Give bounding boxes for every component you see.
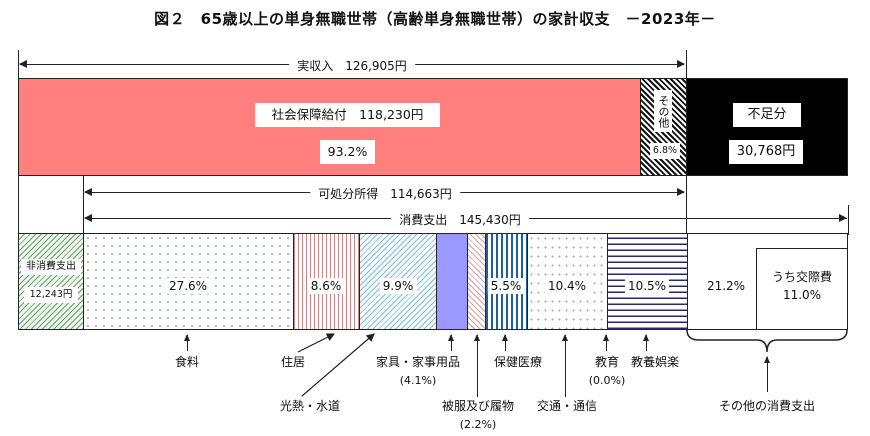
divider (18, 176, 19, 233)
non-consumption-segment (18, 233, 84, 330)
other-income-label: その他 (654, 90, 672, 132)
arrow-right-icon (677, 188, 685, 196)
label-transport: 交通・通信 (536, 399, 598, 413)
label-health: 保健医療 (493, 355, 543, 369)
label-other-consumption: その他の消費支出 (718, 399, 816, 413)
arrow-right-icon (839, 214, 847, 222)
culture-recreation-pct: 10.5% (624, 278, 670, 294)
arrow-left-icon (19, 60, 27, 68)
disposable-income-label: 可処分所得 114,663円 (310, 185, 460, 202)
consumption-label: 消費支出 145,430円 (391, 211, 529, 228)
arrow-right-icon (677, 60, 685, 68)
other-consumption-pct: 21.2% (703, 278, 749, 294)
deficit-label: 不足分 (733, 103, 801, 127)
arrow-up-icon (562, 334, 568, 397)
pct-furniture: (4.1%) (399, 374, 437, 387)
fuel-water-segment (359, 233, 437, 330)
arrow-up-icon (474, 334, 480, 397)
social-expenses-pct: 11.0% (782, 288, 822, 302)
social-expenses-label: うち交際費 (771, 270, 832, 284)
label-clothing: 被服及び履物 (441, 399, 515, 413)
arrow-up-icon (184, 334, 190, 351)
arrow-up-icon (603, 334, 609, 351)
arrow-left-icon (84, 214, 92, 222)
pct-clothing: (2.2%) (459, 418, 497, 431)
dim-tick (848, 205, 849, 235)
dim-tick (83, 176, 84, 234)
fuel-water-pct: 9.9% (379, 278, 417, 294)
arrow-up-icon (643, 334, 649, 351)
actual-income-label: 実収入 126,905円 (289, 57, 415, 74)
transport-pct: 10.4% (544, 278, 590, 294)
non-consumption-label: 非消費支出 (21, 259, 81, 275)
other-income-pct: 6.8% (650, 143, 680, 159)
food-pct: 27.6% (165, 278, 211, 294)
health-pct: 5.5% (487, 278, 525, 294)
brace-icon (686, 330, 848, 353)
non-consumption-value: 12,243円 (24, 287, 78, 303)
arrow-up-icon (448, 334, 454, 351)
social-security-segment (18, 78, 642, 176)
social-security-label: 社会保障給付 118,230円 (255, 103, 440, 127)
clothing-segment (467, 233, 486, 330)
furniture-segment (436, 233, 468, 330)
arrow-up-icon (764, 356, 770, 392)
deficit-value: 30,768円 (729, 140, 803, 164)
chart-title: 図２ 65歳以上の単身無職世帯（高齢単身無職世帯）の家計収支 －2023年－ (154, 10, 716, 28)
social-security-pct: 93.2% (320, 140, 375, 164)
diagonal-arrows-icon (297, 333, 375, 397)
label-housing: 住居 (280, 355, 306, 369)
arrow-up-icon (502, 334, 508, 351)
pct-education: (0.0%) (588, 374, 626, 387)
label-food: 食料 (174, 355, 200, 369)
housing-pct: 8.6% (307, 278, 345, 294)
arrow-left-icon (84, 188, 92, 196)
label-culture-recreation: 教養娯楽 (630, 355, 680, 369)
social-expenses-box (756, 248, 848, 330)
label-education: 教育 (594, 355, 620, 369)
dim-tick (18, 50, 19, 78)
label-fuel-water: 光熱・水道 (279, 399, 341, 413)
label-furniture: 家具・家事用品 (375, 355, 461, 369)
